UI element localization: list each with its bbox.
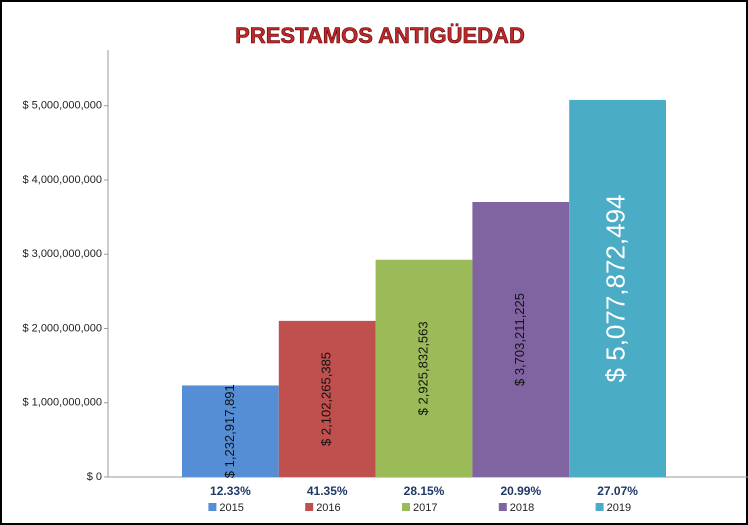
legend-swatch xyxy=(498,503,507,511)
percentage-label: 28.15% xyxy=(404,484,445,498)
percentage-label: 27.07% xyxy=(597,484,638,498)
legend-swatch xyxy=(305,503,314,511)
bar xyxy=(472,201,570,477)
percentage-label: 20.99% xyxy=(500,484,541,498)
value-label: $ 2,102,265,385 xyxy=(319,352,334,446)
y-tick-label: $ 2,000,000,000 xyxy=(22,322,102,334)
y-tick-label: $ 5,000,000,000 xyxy=(22,100,102,112)
bar xyxy=(182,385,279,477)
legend-label: 2018 xyxy=(510,502,534,514)
value-label: $ 3,703,211,225 xyxy=(512,293,527,386)
legend-swatch xyxy=(208,503,217,511)
value-label: $ 5,077,872,494 xyxy=(600,194,630,382)
legend-label: 2017 xyxy=(413,502,437,514)
legend-label: 2015 xyxy=(219,502,243,514)
y-tick-label: $ 4,000,000,000 xyxy=(22,174,102,186)
y-tick-label: $ 1,000,000,000 xyxy=(22,397,102,409)
bar xyxy=(569,99,666,477)
bar xyxy=(278,320,376,477)
legend-label: 2016 xyxy=(316,502,340,514)
legend-swatch xyxy=(402,503,410,511)
percentage-label: 12.33% xyxy=(210,484,251,498)
chart-title: PRESTAMOS ANTIGÜEDAD xyxy=(235,23,525,48)
y-tick-label: $ 3,000,000,000 xyxy=(22,248,102,260)
y-tick-label: $ 0 xyxy=(87,471,102,483)
legend-swatch xyxy=(595,503,604,511)
value-label: $ 2,925,832,563 xyxy=(415,321,430,415)
value-label: $ 1,232,917,891 xyxy=(222,384,237,478)
bar xyxy=(375,259,473,477)
percentage-label: 41.35% xyxy=(307,484,348,498)
legend-label: 2019 xyxy=(607,502,631,514)
